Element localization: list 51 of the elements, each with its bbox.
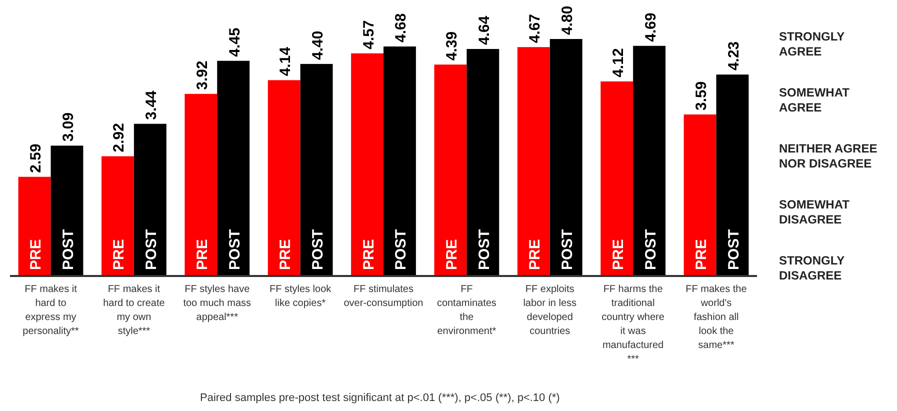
data-label: 3.44	[143, 90, 160, 120]
text: PRE	[693, 239, 710, 270]
text: POST	[559, 229, 576, 270]
text: POST	[226, 229, 244, 270]
data-label: 4.39	[443, 31, 460, 61]
data-label: 2.59	[28, 144, 45, 173]
text: Paired samples pre-post test significant at p<.01 (***), p<.05 (**), p<.10 (*)	[200, 392, 560, 404]
data-label: 4.57	[360, 20, 378, 50]
data-label: 3.09	[60, 112, 77, 142]
text: PRE	[360, 239, 378, 270]
text: SOMEWHAT AGREE	[779, 86, 850, 114]
data-label: 3.59	[693, 81, 710, 110]
data-label: 4.80	[559, 6, 576, 35]
text: POST	[642, 229, 660, 270]
data-label: 4.64	[476, 15, 493, 45]
data-label: 4.40	[310, 30, 327, 60]
text: PRE	[443, 239, 460, 270]
text: PRE	[194, 239, 211, 270]
text: SOMEWHAT DISAGREE	[779, 198, 850, 226]
data-label: 4.23	[725, 41, 742, 71]
text: PRE	[277, 239, 294, 270]
text: STRONGLY DISAGREE	[779, 254, 845, 282]
data-label: 4.12	[610, 48, 627, 78]
text: STRONGLY AGREE	[779, 30, 845, 58]
x-tick-label: FF styles have too much mass appeal***	[183, 284, 252, 323]
text: POST	[725, 229, 742, 270]
x-tick-label: FF stimulates over-consumption	[344, 284, 424, 309]
x-tick-label: FF harms the traditional country where it was manufactured ***	[602, 284, 665, 365]
x-tick-label: FF contaminates the environment*	[436, 284, 496, 337]
x-tick-label: FF makes it hard to create my own style***	[103, 284, 166, 337]
series-label: POST	[60, 229, 77, 270]
series-label: PRE	[28, 239, 45, 270]
text: PRE	[110, 239, 128, 270]
x-tick-label: FF exploits labor in less developed countries	[523, 284, 577, 337]
text: POST	[310, 229, 327, 270]
text: PRE	[610, 239, 627, 270]
data-label: 4.67	[526, 14, 544, 44]
data-label: 4.69	[642, 12, 660, 42]
data-label: 3.92	[194, 60, 211, 90]
data-label: 4.68	[392, 13, 410, 42]
text: POST	[476, 229, 493, 270]
x-tick-label: FF makes it hard to express my personality**	[22, 284, 79, 337]
x-tick-label: FF makes the world's fashion all look the same***	[686, 284, 748, 351]
x-tick-label: FF styles look like copies*	[269, 284, 332, 309]
data-label: 4.14	[277, 46, 294, 76]
text: POST	[143, 229, 160, 270]
text: POST	[392, 229, 410, 270]
data-label: 2.92	[110, 123, 128, 152]
text: PRE	[526, 239, 544, 270]
text: NEITHER AGREE NOR DISAGREE	[779, 142, 878, 170]
data-label: 4.45	[226, 28, 244, 57]
